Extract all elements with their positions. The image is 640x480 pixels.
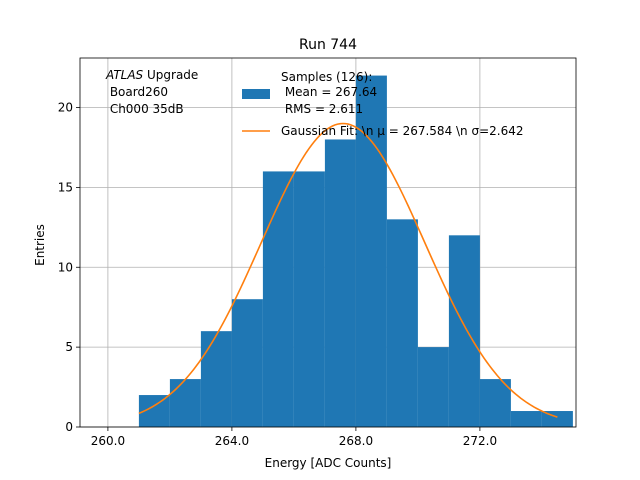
histogram-bar — [355, 75, 387, 428]
x-tick-label: 260.0 — [91, 434, 125, 448]
y-tick-label: 10 — [58, 260, 73, 274]
y-tick-label: 15 — [58, 180, 73, 194]
y-tick-label: 20 — [58, 101, 73, 115]
legend-fit-label: Gaussian Fit: \n μ = 267.584 \n σ=2.642 — [281, 124, 524, 138]
histogram-bar — [479, 379, 511, 427]
y-axis-label: Entries — [33, 224, 47, 266]
legend-samples-swatch — [242, 89, 270, 99]
atlas-annotation: ATLAS Upgrade Board260 Ch000 35dB — [105, 68, 198, 116]
histogram-bar — [448, 235, 480, 427]
x-axis-ticks: 260.0 264.0 268.0 272.0 — [91, 427, 497, 448]
x-tick-label: 264.0 — [215, 434, 249, 448]
annotation-channel: Ch000 35dB — [106, 102, 184, 116]
histogram-bar — [169, 379, 201, 427]
annotation-upgrade: Upgrade — [143, 68, 198, 82]
histogram-bar — [386, 219, 418, 427]
histogram-bar — [293, 171, 325, 427]
histogram-bar — [417, 347, 449, 427]
y-tick-label: 5 — [65, 340, 73, 354]
histogram-bar — [510, 411, 542, 427]
annotation-board: Board260 — [106, 85, 168, 99]
legend-samples-line-2: Mean = 267.64 — [281, 85, 377, 99]
histogram-bar — [231, 299, 263, 427]
x-axis-label: Energy [ADC Counts] — [265, 456, 392, 470]
legend: Samples (126): Mean = 267.64 RMS = 2.611… — [242, 70, 524, 138]
legend-samples-line-3: RMS = 2.611 — [281, 102, 363, 116]
histogram-bar — [262, 171, 294, 427]
histogram-bar — [324, 139, 356, 427]
plot-frame — [79, 57, 577, 428]
y-tick-label: 0 — [65, 420, 73, 434]
chart-title: Run 744 — [299, 37, 357, 53]
x-tick-label: 272.0 — [463, 434, 497, 448]
x-tick-label: 268.0 — [339, 434, 373, 448]
histogram-bar — [200, 331, 232, 427]
annotation-atlas: ATLAS — [105, 68, 144, 82]
y-axis-ticks: 0 5 10 15 20 — [58, 101, 80, 434]
gaussian-fit-curve — [138, 122, 558, 418]
legend-samples-line-1: Samples (126): — [281, 70, 372, 84]
annotation-line-1: ATLAS Upgrade — [105, 68, 198, 82]
